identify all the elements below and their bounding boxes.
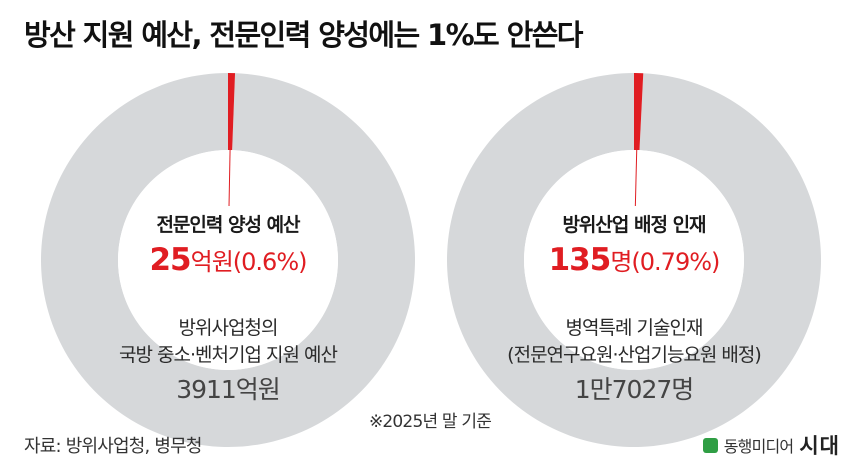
donut-chart-personnel	[447, 73, 821, 447]
left-value-number: 25	[149, 242, 191, 278]
left-leader-line	[228, 150, 231, 207]
left-highlight-slice	[228, 73, 236, 151]
left-total-value: 3911억원	[176, 375, 281, 404]
brand-name-strong: 시대	[799, 434, 840, 458]
right-category-label: 방위산업 배정 인재	[562, 214, 706, 236]
brand-logo-icon	[702, 437, 718, 453]
left-value-percent: (0.6%)	[232, 248, 308, 276]
right-value-label: 135명(0.79%)	[534, 242, 734, 278]
right-leader-line	[634, 150, 638, 207]
right-value-percent: (0.79%)	[631, 248, 720, 276]
footnote: ※2025년 말 기준	[368, 412, 492, 432]
right-highlight-slice	[634, 73, 644, 151]
left-value-unit: 억원	[190, 248, 234, 276]
right-value-number: 135	[548, 242, 612, 278]
right-total-description-line2: (전문연구요원·산업기능요원 배정)	[507, 344, 762, 366]
left-total-description-line2: 국방 중소·벤처기업 지원 예산	[119, 344, 338, 366]
donut-chart-budget	[40, 73, 415, 448]
left-value-label: 25억원(0.6%)	[128, 242, 328, 278]
right-total-description-line1: 병역특례 기술인재	[565, 317, 704, 339]
right-donut-hole	[524, 150, 744, 370]
left-remaining-slice	[40, 73, 415, 448]
right-remaining-slice	[447, 73, 821, 447]
brand-name: 동행미디어	[723, 437, 794, 456]
chart-title: 방산 지원 예산, 전문인력 양성에는 1%도 안쓴다	[24, 18, 583, 52]
brand-logo: 동행미디어 시대	[702, 430, 840, 460]
right-value-unit: 명	[610, 248, 632, 276]
left-category-label: 전문인력 양성 예산	[156, 214, 300, 236]
right-total-value: 1만7027명	[574, 375, 695, 404]
left-total-description-line1: 방위사업청의	[178, 317, 279, 339]
source-note: 자료: 방위사업청, 병무청	[24, 436, 202, 457]
left-donut-hole	[118, 150, 338, 370]
